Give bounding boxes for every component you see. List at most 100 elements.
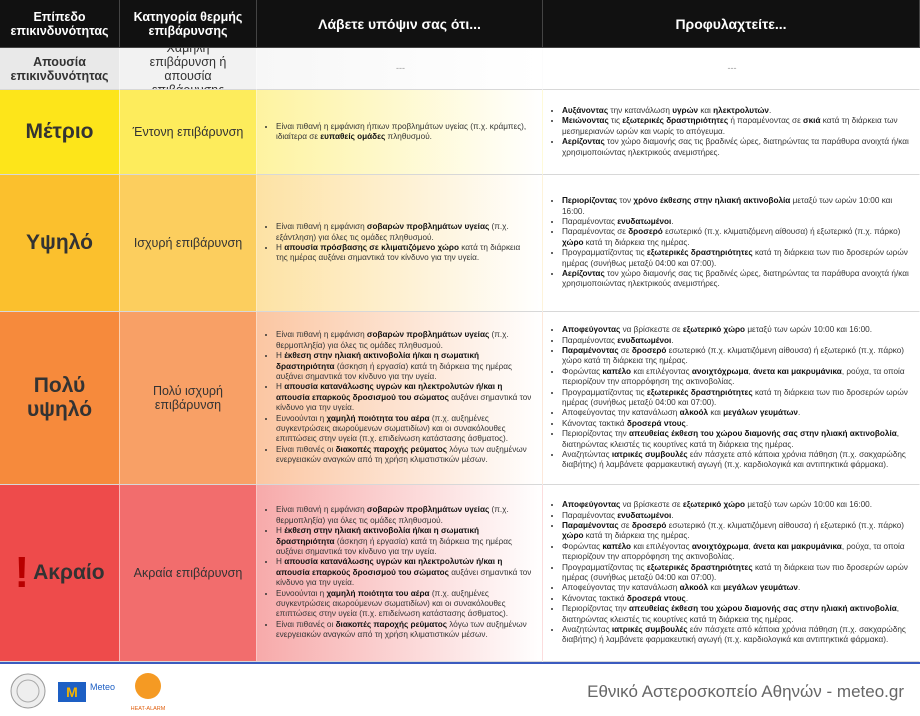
text-run: (άσκηση ή εργασία) κατά τη διάρκεια της … bbox=[276, 361, 512, 381]
header-text: Κατηγορία θερμής επιβάρυνσης bbox=[133, 9, 243, 38]
category-text: Χαμηλή επιβάρυνση ή απουσία επιβάρυνσης bbox=[149, 48, 227, 90]
text-run: Μειώνοντας bbox=[562, 116, 609, 126]
text-run: ιατρικές συμβουλές bbox=[611, 625, 688, 635]
text-run: απουσία κατανάλωσης υγρών και ηλεκτρολυτ… bbox=[276, 382, 503, 402]
level-cell: Μέτριο bbox=[0, 90, 120, 175]
text-run: Προγραμματίζοντας τις bbox=[562, 387, 647, 397]
text-run: χαμηλή ποιότητα του αέρα bbox=[326, 588, 430, 598]
bullet-item: Είναι πιθανή η εμφάνιση ήπιων προβλημάτω… bbox=[276, 122, 534, 143]
header-text: Προφυλαχτείτε... bbox=[675, 15, 787, 32]
notes-cell: Είναι πιθανή η εμφάνιση σοβαρών προβλημά… bbox=[257, 312, 543, 485]
bullet-item: Ευνοούνται η χαμηλή ποιότητα του αέρα (π… bbox=[276, 414, 534, 445]
text-run: εάν πάσχετε από κάποια χρόνια πάθηση (π.… bbox=[562, 625, 906, 645]
text-run: Αερίζοντας bbox=[562, 137, 605, 147]
text-run: τον χώρο διαμονής σας τις βραδινές ώρες,… bbox=[562, 137, 909, 157]
text-run: σκιά bbox=[803, 116, 821, 126]
bullet-item: Φορώντας καπέλο και επιλέγοντας ανοιχτόχ… bbox=[562, 542, 911, 563]
level-text: Ακραίο bbox=[33, 561, 105, 584]
bullet-item: Αποφεύγοντας να βρίσκεστε σε εξωτερικό χ… bbox=[562, 325, 911, 335]
bullet-item: Παραμένοντας σε δροσερό εσωτερικό (π.χ. … bbox=[562, 346, 911, 367]
text-run: εξωτερικό χώρο bbox=[682, 325, 746, 335]
bullet-item: Αναζητώντας ιατρικές συμβουλές εάν πάσχε… bbox=[562, 625, 911, 646]
text-run: ενυδατωμένοι bbox=[617, 335, 672, 345]
text-run: Παραμένοντας bbox=[562, 216, 618, 226]
notes-cell: --- bbox=[257, 48, 543, 90]
heat-alarm-text: HEAT-ALARM bbox=[131, 706, 166, 712]
text-run: να βρίσκεστε σε bbox=[620, 500, 683, 510]
text-run: δροσερά ντους bbox=[626, 418, 686, 428]
bullet-item: Είναι πιθανές οι διακοπές παροχής ρεύματ… bbox=[276, 620, 534, 641]
text-run: ή παραμένοντας σε bbox=[728, 116, 803, 126]
bullet-item: Φορώντας καπέλο και επιλέγοντας ανοιχτόχ… bbox=[562, 367, 911, 388]
text-run: πληθυσμού. bbox=[385, 132, 432, 141]
header-cell: Προφυλαχτείτε... bbox=[543, 0, 920, 48]
header-text: Επίπεδο επικινδυνότητας bbox=[10, 9, 109, 38]
text-run: Αποφεύγοντας την κατανάλωση bbox=[562, 408, 680, 418]
text-run: Παραμένοντας σε bbox=[562, 227, 629, 237]
meteo-logo bbox=[58, 682, 86, 702]
bullet-item: Παραμένοντας σε δροσερό εσωτερικό (π.χ. … bbox=[562, 227, 911, 248]
text-run: (π.χ. αυξημένες συγκεντρώσεις αιωρούμενω… bbox=[276, 588, 509, 619]
precautions-cell: --- bbox=[543, 48, 920, 90]
text-run: ηλεκτρολυτών bbox=[713, 105, 769, 115]
bullet-item: Αυξάνοντας την κατανάλωση υγρών και ηλεκ… bbox=[562, 106, 911, 116]
text-run: . bbox=[685, 593, 689, 603]
text-run: Αποφεύγοντας την κατανάλωση bbox=[562, 583, 680, 593]
placeholder: --- bbox=[727, 63, 737, 74]
meteo-mark: M bbox=[66, 684, 78, 700]
text-run: . bbox=[671, 510, 674, 520]
precautions-cell: Αποφεύγοντας να βρίσκεστε σε εξωτερικό χ… bbox=[543, 312, 920, 485]
text-run: Η bbox=[276, 351, 285, 361]
text-run: ενυδατωμένοι bbox=[617, 216, 672, 226]
text-run: (π.χ. αυξημένες συγκεντρώσεις αιωρούμενω… bbox=[276, 413, 509, 444]
text-run: μεγάλων γευμάτων bbox=[723, 583, 798, 593]
text-run: σοβαρών προβλημάτων υγείας bbox=[366, 330, 490, 340]
text-run: (π.χ. θερμοπληξία) για όλες τις ομάδες π… bbox=[276, 330, 509, 350]
category-text: Έντονη επιβάρυνση bbox=[132, 125, 244, 139]
bullet-item: Η απουσία κατανάλωσης υγρών και ηλεκτρολ… bbox=[276, 557, 534, 588]
text-run: σε bbox=[618, 345, 632, 355]
text-run: ενυδατωμένοι bbox=[617, 510, 672, 520]
bullet-list: Είναι πιθανή η εμφάνιση σοβαρών προβλημά… bbox=[267, 330, 534, 465]
text-run: . bbox=[768, 105, 772, 115]
text-run: χαμηλή ποιότητα του αέρα bbox=[326, 413, 430, 423]
footer: M Meteo HEAT-ALARM Εθνικό Αστεροσκοπείο … bbox=[0, 662, 920, 716]
header-text: Λάβετε υπόψιν σας ότι... bbox=[318, 15, 481, 32]
level-text: Πολύ υψηλό bbox=[26, 374, 93, 421]
text-run: Αποφεύγοντας bbox=[562, 325, 621, 335]
text-run: Κάνοντας τακτικά bbox=[562, 418, 627, 428]
text-run: ιατρικές συμβουλές bbox=[611, 450, 688, 460]
bullet-item: Ευνοούνται η χαμηλή ποιότητα του αέρα (π… bbox=[276, 589, 534, 620]
text-run: ανοιχτόχρωμα bbox=[691, 541, 749, 551]
text-run: Είναι πιθανή η εμφάνιση ήπιων προβλημάτω… bbox=[276, 121, 527, 141]
text-run: Παραμένοντας bbox=[562, 345, 619, 355]
bullet-item: Παραμένοντας σε δροσερό εσωτερικό (π.χ. … bbox=[562, 521, 911, 542]
level-cell: ! Ακραίο bbox=[0, 485, 120, 662]
text-run: χώρο bbox=[562, 237, 584, 247]
text-run: Αποφεύγοντας bbox=[562, 500, 621, 510]
bullet-item: Είναι πιθανή η εμφάνιση σοβαρών προβλημά… bbox=[276, 505, 534, 526]
text-run: και bbox=[708, 583, 724, 593]
text-run: εξωτερικές δραστηριότητες bbox=[646, 387, 753, 397]
noa-seal bbox=[10, 673, 46, 709]
text-run: Είναι πιθανή η εμφάνιση bbox=[276, 505, 367, 515]
level-text: Μέτριο bbox=[25, 120, 94, 143]
text-run: Περιορίζοντας την bbox=[562, 429, 630, 439]
text-run: , ρούχα, τα οποία περιορίζουν την απορρό… bbox=[562, 541, 905, 562]
text-run: , bbox=[748, 366, 754, 376]
text-run: σοβαρών προβλημάτων υγείας bbox=[366, 222, 490, 232]
text-run: εσωτερικό (π.χ. κλιματιζόμενη αίθουσα) ή… bbox=[562, 345, 905, 366]
logos: M Meteo HEAT-ALARM Εθνικό Αστεροσκοπείο … bbox=[10, 673, 904, 712]
text-run: διακοπές παροχής ρεύματος bbox=[335, 619, 447, 629]
text-run: υγρών bbox=[672, 105, 699, 115]
level-cell: Υψηλό bbox=[0, 175, 120, 312]
text-run: Η bbox=[276, 382, 285, 392]
text-run: εξωτερικές δραστηριότητες bbox=[646, 562, 753, 572]
level-text: Υψηλό bbox=[26, 231, 93, 254]
precautions-cell: Περιορίζοντας τον χρόνο έκθεσης στην ηλι… bbox=[543, 175, 920, 312]
text-run: κατά τη διάρκεια της ημέρας. bbox=[583, 237, 690, 247]
text-run: καπέλο bbox=[602, 366, 632, 376]
text-run: λόγω των αυξημένων ενεργειακών αναγκών α… bbox=[276, 619, 527, 640]
text-run: Είναι πιθανές οι bbox=[276, 619, 336, 629]
bullet-item: Περιορίζοντας την απευθείας έκθεση του χ… bbox=[562, 604, 911, 625]
